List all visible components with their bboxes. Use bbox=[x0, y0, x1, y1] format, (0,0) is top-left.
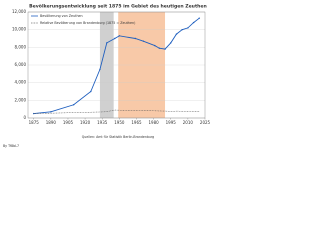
y-tick-label: 4,000 bbox=[15, 80, 27, 85]
x-tick-label: 1935 bbox=[97, 120, 108, 125]
x-tick-label: 2010 bbox=[183, 120, 194, 125]
x-tick-label: 1965 bbox=[131, 120, 142, 125]
point bbox=[114, 37, 116, 40]
point bbox=[181, 28, 183, 31]
author: By Tf8bL7 bbox=[3, 144, 19, 148]
point bbox=[154, 44, 156, 47]
point bbox=[106, 42, 108, 44]
y-tick-label: 12,000 bbox=[12, 9, 26, 14]
x-tick-label: 1875 bbox=[29, 120, 40, 125]
plot-frame bbox=[27, 11, 206, 119]
point bbox=[50, 111, 52, 113]
chart: Bevölkerungsentwicklung seit 1875 im Geb… bbox=[3, 4, 211, 149]
x-tick-label: 1995 bbox=[166, 120, 177, 125]
x-tick-label: 1890 bbox=[46, 120, 57, 125]
x-tick-label: 1950 bbox=[114, 120, 125, 125]
point bbox=[72, 104, 75, 106]
y-tick-label: 6,000 bbox=[15, 62, 27, 67]
point bbox=[33, 112, 35, 115]
legend-label: Bevölkerung von Zeuthen bbox=[40, 14, 83, 18]
point bbox=[175, 33, 178, 35]
source: Quellen: Amt für Statistik Berlin-Brande… bbox=[82, 135, 154, 139]
point bbox=[170, 42, 172, 44]
point bbox=[134, 37, 137, 40]
point bbox=[99, 68, 101, 71]
x-tick-label: 1980 bbox=[149, 120, 160, 125]
x-tick-label: 2025 bbox=[200, 120, 211, 125]
point bbox=[158, 47, 161, 49]
point bbox=[198, 17, 200, 19]
point bbox=[192, 21, 195, 24]
chart-title: Bevölkerungsentwicklung seit 1875 im Geb… bbox=[29, 4, 207, 10]
point bbox=[164, 48, 166, 50]
point bbox=[187, 27, 189, 29]
x-tick-label: 1920 bbox=[80, 120, 91, 125]
y-tick-label: 2,000 bbox=[15, 97, 27, 102]
x-tick-label: 1905 bbox=[63, 120, 74, 125]
y-tick-label: 8,000 bbox=[15, 44, 27, 49]
series-line bbox=[33, 17, 200, 115]
legend-label: Relative Bevölkerung von Brandenburg (18… bbox=[40, 21, 135, 25]
y-tick-label: 0 bbox=[23, 115, 26, 120]
point bbox=[142, 40, 145, 42]
y-tick-label: 10,000 bbox=[12, 27, 26, 32]
series-line bbox=[33, 109, 200, 114]
point bbox=[90, 90, 92, 93]
point bbox=[118, 35, 121, 37]
